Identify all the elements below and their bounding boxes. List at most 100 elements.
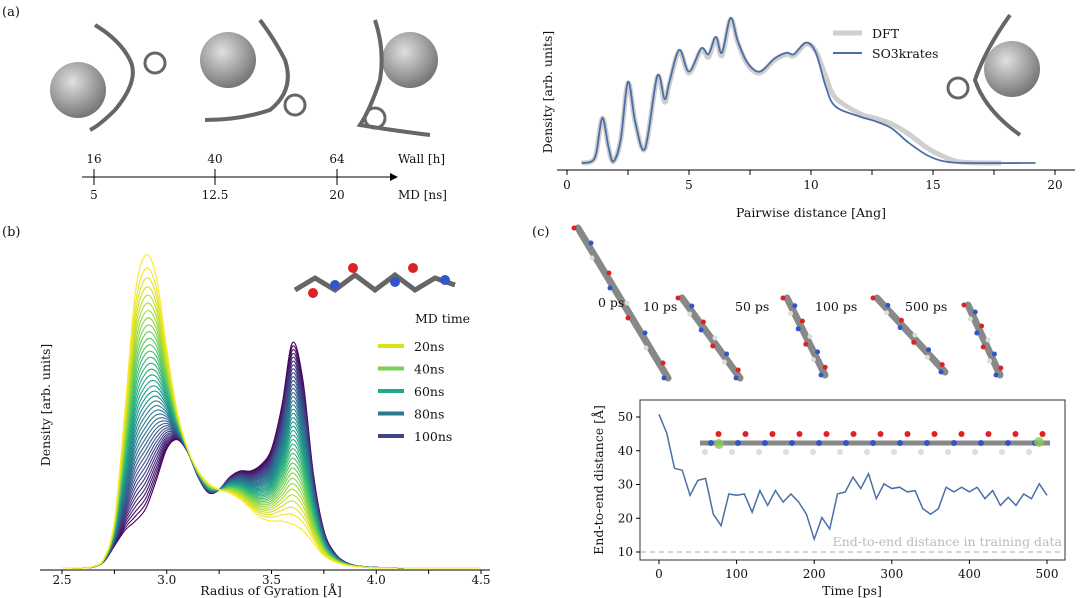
fullerene-molecule-inset: [946, 13, 1040, 137]
atom: [884, 310, 890, 316]
atom: [1026, 449, 1032, 455]
x-tick-label: 100: [725, 567, 748, 581]
atom: [891, 449, 897, 455]
wall-tick-64: 64: [329, 152, 345, 166]
timeline: 16 40 64 5 12.5 20 Wall [h] MD [ns]: [82, 152, 447, 202]
atom: [972, 449, 978, 455]
snapshot-molecule: [780, 294, 829, 379]
atom: [735, 440, 741, 446]
atom: [926, 347, 932, 353]
atom: [589, 255, 595, 261]
atom: [837, 449, 843, 455]
atom: [624, 300, 630, 306]
atom: [810, 357, 816, 363]
legend-title: MD time: [415, 311, 470, 326]
fullerene-molecule-1: [50, 23, 167, 132]
atom: [643, 345, 649, 351]
atom: [939, 362, 945, 368]
atom: [742, 431, 749, 437]
snapshot-molecule: [571, 224, 672, 382]
panel-label-b: (b): [2, 225, 20, 240]
peptide-snapshots: 0 ps 10 ps 50 ps 100 ps 500 ps: [571, 224, 1004, 382]
snapshot-label: 10 ps: [643, 299, 677, 314]
atom: [822, 364, 828, 370]
x-tick-label: 20: [1047, 178, 1062, 192]
atom: [571, 225, 577, 231]
snapshot-label: 100 ps: [815, 299, 857, 314]
md-tick-5: 5: [90, 188, 98, 202]
x-tick-label: 4.5: [471, 573, 490, 587]
atom: [661, 375, 667, 381]
legend-label-so3krates: SO3krates: [872, 46, 939, 61]
atom: [724, 351, 730, 357]
atom: [795, 326, 801, 332]
y-axis-label: Density [arb. units]: [38, 344, 53, 467]
atom: [877, 431, 884, 437]
x-tick-label: 5: [685, 178, 693, 192]
end-to-end-distance-line: [658, 414, 1048, 542]
atom: [870, 440, 876, 446]
y-tick-label: 50: [618, 410, 633, 424]
snapshot-label: 500 ps: [905, 299, 947, 314]
x-tick-label: 4.0: [367, 573, 386, 587]
peptide-backbone: [574, 224, 672, 382]
atom: [972, 309, 978, 315]
atom: [756, 449, 762, 455]
atom: [788, 310, 794, 316]
atom: [924, 440, 930, 446]
atom: [993, 372, 999, 378]
atom: [912, 332, 918, 338]
series-line-so3krates: [581, 17, 1036, 165]
atom: [698, 327, 704, 333]
atom: [796, 431, 803, 437]
atom: [911, 339, 917, 345]
atom: [721, 359, 727, 365]
wall-tick-16: 16: [86, 152, 101, 166]
atom: [985, 337, 991, 343]
end-atom-marker: [714, 439, 724, 449]
arrow-head-icon: [390, 173, 398, 181]
atom: [735, 367, 741, 373]
y-tick-label: 40: [618, 444, 633, 458]
atom: [974, 330, 980, 336]
atom: [607, 285, 613, 291]
y-tick-label: 20: [618, 511, 633, 525]
atom: [803, 341, 809, 347]
x-tick-label: 0: [655, 567, 663, 581]
x-tick-label: 3.5: [262, 573, 281, 587]
atom: [816, 440, 822, 446]
x-tick-label: 3.0: [157, 573, 176, 587]
series-line-dft: [581, 16, 1002, 166]
atom: [897, 440, 903, 446]
snapshot-label: 0 ps: [598, 295, 624, 310]
end-to-end-distance-chart: Time [ps] End-to-end distance [Å] End-to…: [591, 399, 1066, 598]
peptide-backbone: [783, 294, 829, 379]
x-tick-label: 500: [1036, 567, 1059, 581]
snapshot-molecule: [961, 301, 1004, 379]
y-axis-label: Density [arb. units]: [540, 31, 555, 154]
x-tick-label: 0: [563, 178, 571, 192]
atom: [783, 449, 789, 455]
atom: [864, 449, 870, 455]
atom: [708, 440, 714, 446]
legend-label-60ns: 60ns: [414, 384, 444, 399]
atom: [660, 360, 666, 366]
md-tick-12-5: 12.5: [202, 188, 229, 202]
x-axis-label: Radius of Gyration [Å]: [200, 583, 342, 598]
density-curve: [62, 254, 481, 569]
atom: [924, 354, 930, 360]
atom: [702, 449, 708, 455]
md-label: MD [ns]: [398, 188, 447, 202]
end-atom-marker: [1034, 437, 1044, 447]
peptide-chain-inset: [700, 431, 1050, 455]
atom: [689, 303, 695, 309]
atom: [769, 431, 776, 437]
atom: [991, 351, 997, 357]
radius-of-gyration-chart: Radius of Gyration [Å] Density [arb. uni…: [38, 254, 491, 598]
atom: [961, 302, 967, 308]
legend-label-40ns: 40ns: [414, 362, 444, 377]
atom: [979, 323, 985, 329]
atom: [967, 316, 973, 322]
x-tick-label: 200: [803, 567, 826, 581]
